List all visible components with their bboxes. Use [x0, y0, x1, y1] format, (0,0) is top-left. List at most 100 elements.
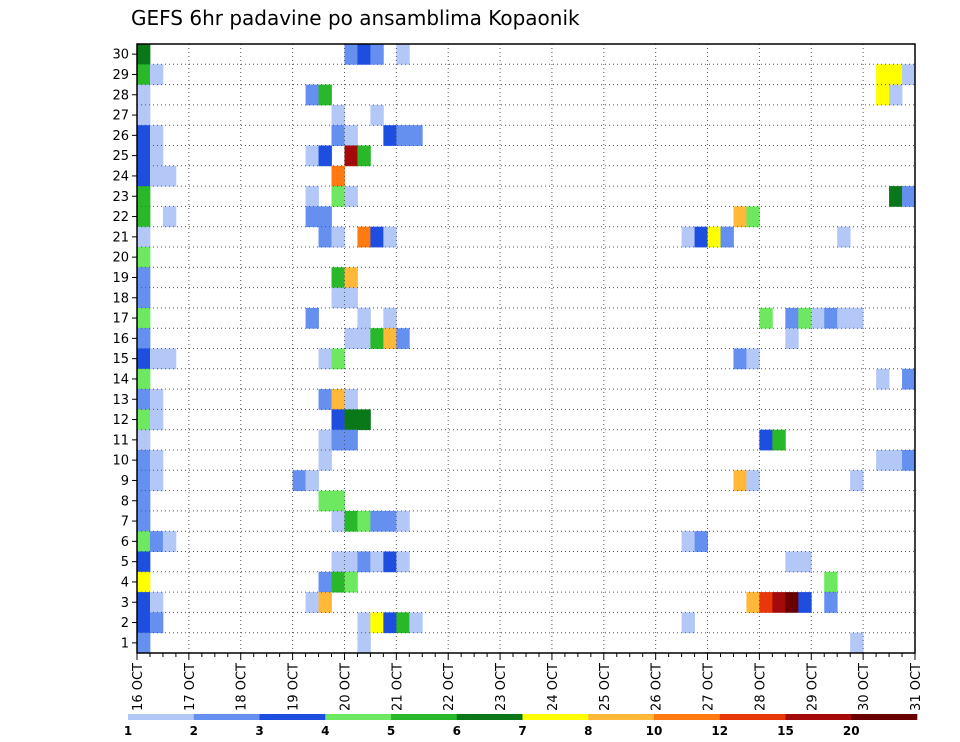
heatmap-cell: [824, 307, 838, 329]
y-tick-label: 29: [112, 68, 129, 83]
heatmap-cell: [850, 307, 864, 329]
heatmap-cell: [902, 450, 916, 471]
heatmap-cell: [305, 307, 319, 329]
y-tick-label: 6: [121, 535, 129, 550]
y-tick-label: 23: [112, 190, 129, 205]
x-tick-label: 16 OCT: [131, 663, 146, 711]
heatmap-cell: [746, 206, 760, 228]
heatmap-cell: [331, 409, 345, 431]
heatmap-cell: [902, 64, 916, 85]
colorbar-label: 4: [321, 724, 329, 738]
heatmap-cell: [850, 470, 864, 491]
heatmap-cell: [344, 328, 358, 349]
y-tick-label: 10: [112, 454, 129, 469]
heatmap-cell: [305, 592, 319, 613]
heatmap-cell: [396, 328, 410, 349]
heatmap-cell: [292, 470, 306, 491]
heatmap-cell: [318, 206, 332, 228]
heatmap-cell: [344, 145, 358, 167]
heatmap-cell: [344, 510, 358, 532]
heatmap-cell: [149, 348, 164, 370]
colorbar-label: 3: [255, 724, 263, 738]
heatmap-cell: [318, 592, 332, 613]
heatmap-cell: [357, 510, 371, 532]
heatmap-cell: [344, 571, 358, 593]
heatmap-cell: [137, 287, 151, 309]
y-tick-label: 4: [121, 575, 129, 590]
heatmap-cell: [137, 592, 151, 613]
heatmap-cell: [137, 348, 151, 370]
heatmap-cell: [837, 307, 851, 329]
heatmap-cell: [902, 368, 916, 390]
heatmap-cells: [137, 44, 916, 654]
heatmap-cell: [720, 226, 734, 248]
heatmap-cell: [837, 226, 851, 248]
y-tick-label: 16: [112, 332, 129, 347]
heatmap-cell: [149, 145, 164, 167]
x-tick-label: 27 OCT: [702, 663, 717, 711]
heatmap-cell: [149, 612, 164, 634]
heatmap-cell: [149, 450, 164, 471]
heatmap-cell: [383, 307, 397, 329]
heatmap-cell: [305, 206, 319, 228]
heatmap-cell: [137, 44, 151, 65]
heatmap-cell: [137, 368, 151, 390]
heatmap-cell: [344, 125, 358, 146]
heatmap-cell: [331, 510, 345, 532]
x-tick-label: 21 OCT: [390, 663, 405, 711]
heatmap-cell: [331, 267, 345, 288]
heatmap-cell: [383, 510, 397, 532]
heatmap-cell: [318, 450, 332, 471]
heatmap-cell: [876, 64, 890, 85]
heatmap-cell: [357, 307, 371, 329]
heatmap-cell: [137, 429, 151, 451]
heatmap-cell: [137, 125, 151, 146]
heatmap-cell: [759, 592, 773, 613]
heatmap-cell: [746, 348, 760, 370]
colorbar-swatch: [785, 714, 852, 720]
x-tick-label: 20 OCT: [338, 663, 353, 711]
heatmap-cell: [772, 592, 786, 613]
heatmap-cell: [162, 206, 177, 228]
heatmap-cell: [305, 186, 319, 207]
heatmap-cell: [137, 84, 151, 106]
heatmap-cell: [149, 592, 164, 613]
heatmap-cell: [318, 84, 332, 106]
heatmap-cell: [318, 145, 332, 167]
x-tick-label: 22 OCT: [442, 663, 457, 711]
heatmap-cell: [876, 84, 890, 106]
heatmap-cell: [137, 389, 151, 410]
heatmap-cell: [785, 551, 799, 573]
heatmap-cell: [344, 409, 358, 431]
heatmap-cell: [318, 571, 332, 593]
colorbar-swatch: [325, 714, 392, 720]
y-tick-label: 17: [112, 312, 129, 327]
x-tick-label: 30 OCT: [857, 663, 872, 711]
heatmap-cell: [137, 450, 151, 471]
grid-lines: [137, 44, 915, 653]
heatmap-cell: [137, 571, 151, 593]
heatmap-cell: [707, 226, 721, 248]
colorbar-swatch: [128, 714, 195, 720]
heatmap-cell: [162, 531, 177, 552]
heatmap-cell: [357, 226, 371, 248]
heatmap-cell: [149, 531, 164, 552]
heatmap-cell: [331, 226, 345, 248]
heatmap-cell: [383, 328, 397, 349]
heatmap-cell: [331, 104, 345, 126]
heatmap-cell: [344, 287, 358, 309]
x-tick-label: 31 OCT: [909, 663, 924, 711]
y-tick-label: 22: [112, 210, 129, 225]
heatmap-cell: [305, 470, 319, 491]
heatmap-cell: [798, 592, 812, 613]
colorbar-label: 7: [518, 724, 526, 738]
y-tick-label: 8: [121, 494, 129, 509]
heatmap-cell: [137, 409, 151, 431]
heatmap-cell: [137, 104, 151, 126]
heatmap-cell: [798, 551, 812, 573]
heatmap-cell: [850, 632, 864, 654]
heatmap-cell: [370, 44, 384, 65]
heatmap-cell: [137, 612, 151, 634]
y-tick-label: 15: [112, 352, 129, 367]
heatmap-cell: [811, 307, 825, 329]
